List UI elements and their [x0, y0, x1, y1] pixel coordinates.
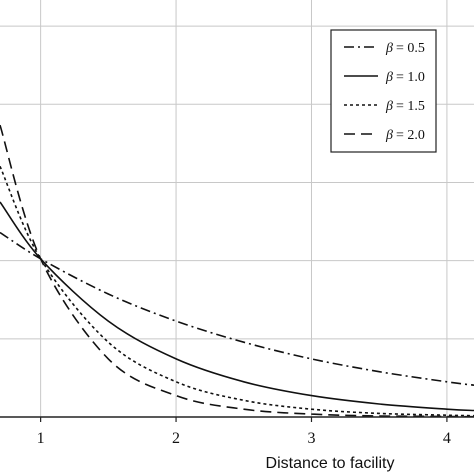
legend-label-2: = 1.5	[396, 99, 425, 114]
x-tick-label-0: 1	[37, 430, 45, 447]
legend-symbol-1: β	[385, 70, 393, 85]
x-tick-labels: 1 2 3 4	[37, 430, 451, 447]
legend-label-0: = 0.5	[396, 41, 425, 56]
legend-symbol-3: β	[385, 128, 393, 143]
series-line-0	[0, 231, 474, 386]
series-line-3	[0, 124, 474, 418]
series-line-2	[0, 165, 474, 417]
series-line-1	[0, 201, 474, 412]
legend-label-1: = 1.0	[396, 70, 425, 85]
x-tick-label-1: 2	[172, 430, 180, 447]
x-tick-label-3: 4	[443, 430, 451, 447]
curves	[0, 124, 474, 418]
legend-symbol-2: β	[385, 99, 393, 114]
grid	[0, 0, 474, 417]
x-tick-label-2: 3	[307, 430, 315, 447]
x-axis-title: Distance to facility	[266, 455, 395, 472]
axes	[0, 416, 474, 422]
legend-box	[330, 29, 437, 153]
legend: β = 0.5β = 1.0β = 1.5β = 2.0	[330, 29, 437, 153]
legend-label-3: = 2.0	[396, 128, 425, 143]
legend-symbol-0: β	[385, 41, 393, 56]
